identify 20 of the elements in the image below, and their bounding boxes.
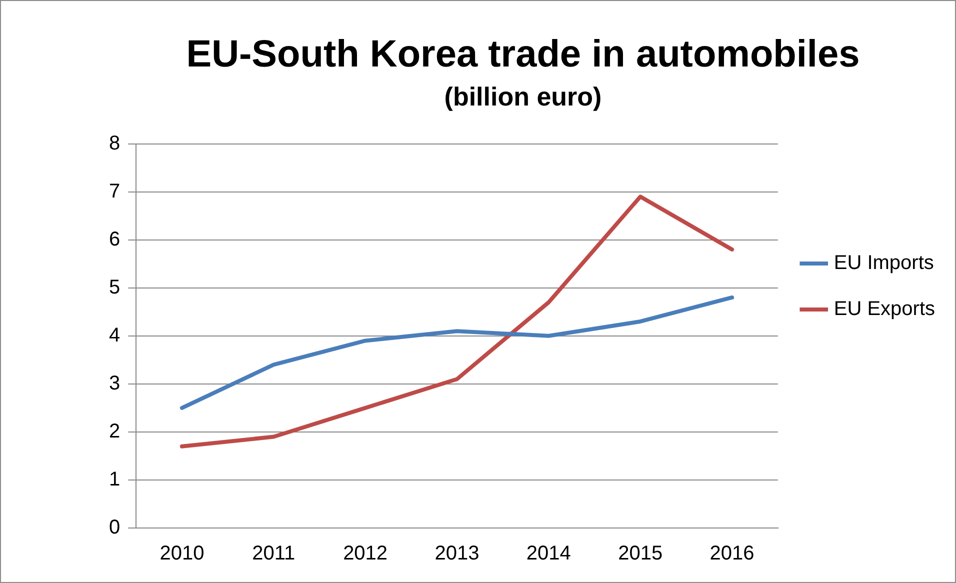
y-tick-label: 5 — [109, 276, 120, 298]
chart-title: EU-South Korea trade in automobiles — [186, 33, 860, 76]
x-tick-label: 2010 — [160, 542, 204, 565]
legend-label: EU Exports — [834, 298, 936, 320]
x-tick-label: 2013 — [434, 542, 480, 565]
chart-subtitle: (billion euro) — [444, 81, 602, 112]
y-tick-label: 0 — [109, 516, 120, 539]
y-tick-label: 6 — [109, 228, 120, 250]
x-tick-label: 2016 — [710, 542, 754, 565]
y-tick-label: 3 — [109, 372, 120, 394]
y-tick-label: 8 — [109, 132, 120, 154]
y-tick-label: 7 — [109, 180, 120, 202]
y-tick-label: 1 — [109, 468, 120, 490]
x-tick-label: 2012 — [343, 542, 388, 565]
y-tick-label: 4 — [109, 324, 120, 346]
legend-label: EU Imports — [834, 252, 934, 274]
x-tick-label: 2011 — [252, 542, 296, 565]
x-tick-label: 2015 — [618, 542, 663, 565]
x-tick-label: 2014 — [526, 542, 571, 565]
y-tick-label: 2 — [109, 420, 120, 442]
